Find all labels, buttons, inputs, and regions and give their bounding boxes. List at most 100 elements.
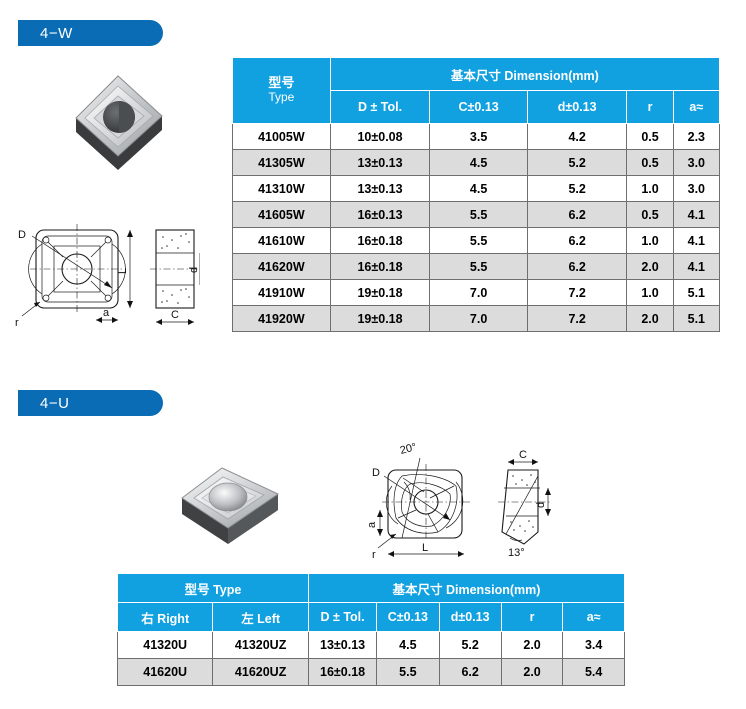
cell-D: 16±0.18 [329, 227, 431, 254]
cell-type: 41610W [232, 227, 331, 254]
table-w-header-type: 型号 Type [232, 57, 331, 124]
cell-a: 3.0 [672, 175, 721, 202]
cell-D: 19±0.18 [329, 279, 431, 306]
cell-r: 1.0 [626, 175, 674, 202]
cell-a: 4.1 [672, 227, 721, 254]
cell-d: 4.2 [526, 123, 628, 150]
diagram-u-label-angle-bottom: 13° [508, 547, 525, 559]
insert-photo-4w [58, 58, 182, 180]
table-row: 41310W 13±0.13 4.5 5.2 1.0 3.0 [232, 175, 721, 202]
cell-r: 0.5 [626, 201, 674, 228]
section-banner-4u: 4−U [18, 390, 163, 416]
table-u-header-right: 右 Right [116, 602, 214, 632]
diagram-u-label-D: D [372, 467, 380, 479]
table-row: 41620U 41620UZ 16±0.18 5.5 6.2 2.0 5.4 [116, 658, 625, 686]
diagram-w-label-r: r [15, 317, 19, 329]
cell-r: 1.0 [626, 279, 674, 306]
cell-d: 6.2 [526, 201, 628, 228]
diagram-w-label-D: D [18, 229, 26, 241]
cell-C: 7.0 [429, 305, 528, 332]
cell-d: 5.2 [526, 149, 628, 176]
cell-a: 4.1 [672, 201, 721, 228]
table-row: 41605W 16±0.13 5.5 6.2 0.5 4.1 [232, 201, 721, 228]
cell-a: 3.4 [562, 631, 625, 659]
cell-a: 5.4 [562, 658, 625, 686]
cell-type: 41910W [232, 279, 331, 306]
cell-D: 13±0.13 [329, 175, 431, 202]
cell-C: 3.5 [429, 123, 528, 150]
table-u-header-left: 左 Left [212, 602, 309, 632]
diagram-u-label-C: C [519, 449, 527, 461]
cell-type: 41605W [232, 201, 331, 228]
table-u-header-type-group: 型号 Type [117, 573, 309, 603]
cell-D: 13±0.13 [329, 149, 431, 176]
table-row: 41610W 16±0.18 5.5 6.2 1.0 4.1 [232, 227, 721, 254]
cell-r: 2.0 [626, 253, 674, 280]
diagram-w-label-L: L [117, 268, 129, 274]
cell-a: 4.1 [672, 253, 721, 280]
cell-D: 13±0.13 [307, 631, 378, 659]
dimension-table-4w: 型号 Type 基本尺寸 Dimension(mm) D ± Tol. C±0.… [232, 57, 721, 332]
diagram-w-label-a: a [103, 307, 110, 319]
cell-r: 0.5 [626, 123, 674, 150]
table-u-header-a: a≈ [562, 602, 625, 632]
table-u-header-d: d±0.13 [438, 602, 502, 632]
insert-diagram-4w: D r L a [4, 196, 200, 342]
cell-C: 5.5 [376, 658, 440, 686]
cell-d: 7.2 [526, 305, 628, 332]
table-row: 41320U 41320UZ 13±0.13 4.5 5.2 2.0 3.4 [116, 631, 625, 659]
table-u-header-dimension-group: 基本尺寸 Dimension(mm) [307, 573, 626, 603]
cell-a: 5.1 [672, 305, 721, 332]
cell-d: 6.2 [438, 658, 502, 686]
cell-C: 5.5 [429, 227, 528, 254]
cell-right: 41320U [116, 631, 214, 659]
cell-D: 16±0.18 [307, 658, 378, 686]
diagram-u-label-d-hole: d [535, 502, 547, 508]
section-banner-4u-label: 4−U [40, 394, 70, 412]
diagram-w-label-C: C [171, 309, 179, 321]
cell-r: 2.0 [500, 658, 564, 686]
cell-type: 41305W [232, 149, 331, 176]
cell-C: 4.5 [429, 149, 528, 176]
cell-r: 0.5 [626, 149, 674, 176]
table-w-header-dimension-group: 基本尺寸 Dimension(mm) [329, 57, 721, 91]
cell-r: 2.0 [500, 631, 564, 659]
diagram-u-label-r: r [372, 549, 376, 561]
cell-C: 7.0 [429, 279, 528, 306]
cell-C: 4.5 [376, 631, 440, 659]
cell-D: 16±0.18 [329, 253, 431, 280]
cell-D: 19±0.18 [329, 305, 431, 332]
diagram-u-label-L: L [422, 542, 428, 554]
cell-type: 41620W [232, 253, 331, 280]
table-w-header-d: d±0.13 [526, 90, 628, 124]
insert-photo-4u [168, 452, 292, 560]
cell-d: 6.2 [526, 253, 628, 280]
diagram-u-label-angle-top: 20° [399, 442, 418, 457]
table-row: 41920W 19±0.18 7.0 7.2 2.0 5.1 [232, 305, 721, 332]
table-row: 41910W 19±0.18 7.0 7.2 1.0 5.1 [232, 279, 721, 306]
table-w-header-r: r [626, 90, 674, 124]
dimension-table-4u: 型号 Type 基本尺寸 Dimension(mm) 右 Right 左 Lef… [116, 573, 626, 686]
cell-C: 5.5 [429, 201, 528, 228]
cell-d: 7.2 [526, 279, 628, 306]
table-w-header-D: D ± Tol. [329, 90, 431, 124]
cell-d: 5.2 [526, 175, 628, 202]
cell-d: 6.2 [526, 227, 628, 254]
section-banner-4w: 4−W [18, 20, 163, 46]
cell-a: 5.1 [672, 279, 721, 306]
section-banner-4w-label: 4−W [40, 24, 73, 42]
cell-d: 5.2 [438, 631, 502, 659]
cell-type: 41310W [232, 175, 331, 202]
table-u-header-D: D ± Tol. [307, 602, 378, 632]
table-w-header-type-en: Type [268, 90, 295, 105]
cell-right: 41620U [116, 658, 214, 686]
cell-C: 4.5 [429, 175, 528, 202]
diagram-w-label-d-hole: d [188, 267, 200, 273]
cell-r: 1.0 [626, 227, 674, 254]
cell-type: 41920W [232, 305, 331, 332]
cell-C: 5.5 [429, 253, 528, 280]
table-w-header-type-cn: 型号 [268, 75, 295, 91]
table-w-header-C: C±0.13 [429, 90, 528, 124]
cell-type: 41005W [232, 123, 331, 150]
